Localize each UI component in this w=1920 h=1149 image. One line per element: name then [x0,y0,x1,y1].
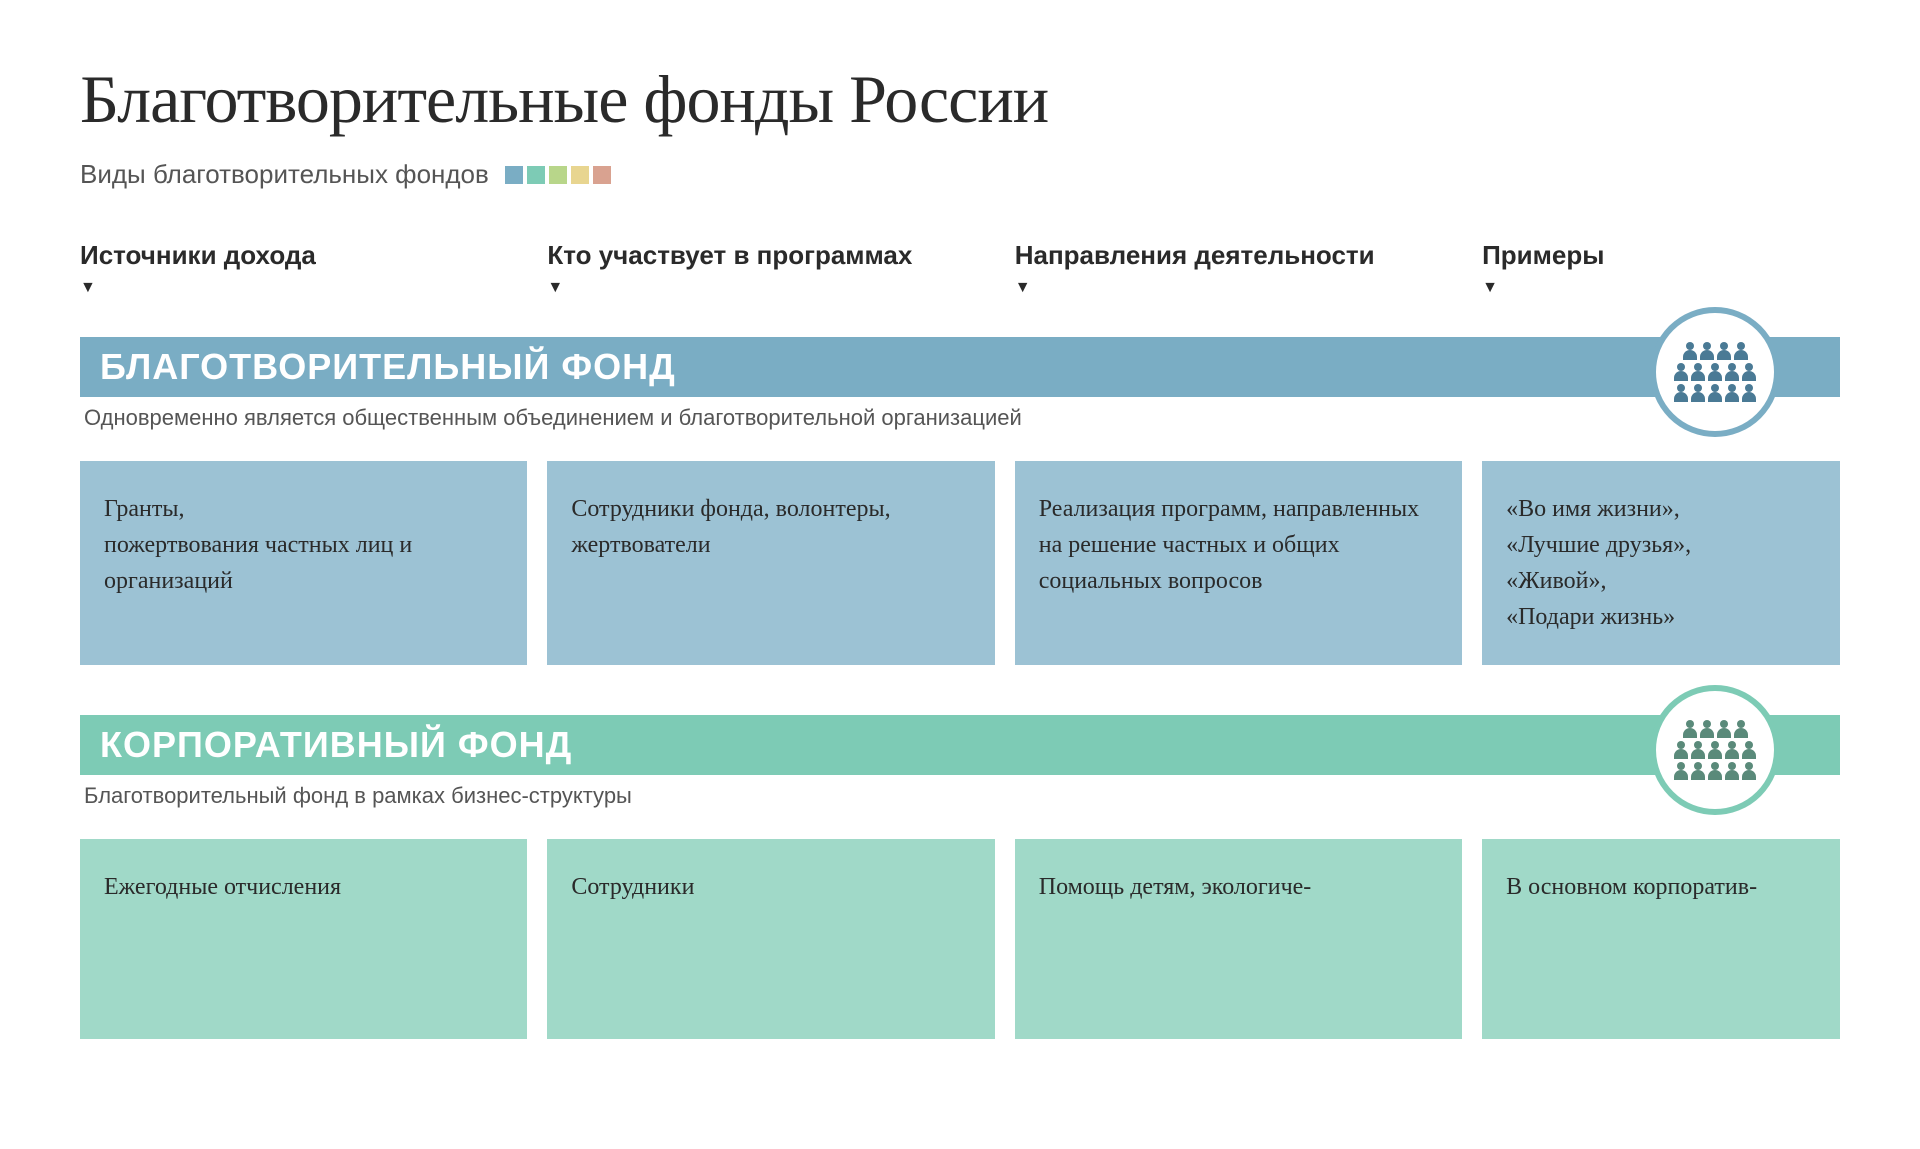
person-icon [1708,741,1722,759]
person-icon [1708,762,1722,780]
legend-square [505,166,523,184]
section-banner: БЛАГОТВОРИТЕЛЬНЫЙ ФОНД [80,337,1840,397]
people-icon-circle [1650,685,1780,815]
person-icon [1691,363,1705,381]
person-icon [1674,384,1688,402]
info-card: «Во имя жизни», «Лучшие друзья», «Живой»… [1482,461,1840,665]
person-icon [1708,384,1722,402]
person-icon [1700,342,1714,360]
cards-row: Гранты, пожертвования частных лиц и орга… [80,461,1840,665]
legend-squares [505,166,611,184]
legend-square [593,166,611,184]
info-card: Гранты, пожертвования частных лиц и орга… [80,461,527,665]
person-icon [1717,720,1731,738]
fund-section: КОРПОРАТИВНЫЙ ФОНД Благотворительный фонд… [80,715,1840,1039]
person-icon [1717,342,1731,360]
person-icon [1725,384,1739,402]
person-icon [1708,363,1722,381]
column-header: Примеры [1482,240,1840,297]
legend-square [571,166,589,184]
fund-section: БЛАГОТВОРИТЕЛЬНЫЙ ФОНД Одновременно являе… [80,337,1840,665]
legend-square [549,166,567,184]
page-title: Благотворительные фонды России [80,60,1840,139]
info-card: Сотрудники [547,839,994,1039]
info-card: Помощь детям, экологиче- [1015,839,1462,1039]
person-icon [1674,762,1688,780]
column-header: Источники дохода [80,240,527,297]
people-icon [1674,342,1756,402]
section-title: КОРПОРАТИВНЫЙ ФОНД [100,724,572,766]
person-icon [1742,762,1756,780]
person-icon [1725,363,1739,381]
person-icon [1691,762,1705,780]
info-card: Ежегодные отчисления [80,839,527,1039]
person-icon [1742,384,1756,402]
person-icon [1674,741,1688,759]
person-icon [1691,741,1705,759]
person-icon [1742,363,1756,381]
columns-header: Источники дохода Кто участвует в программ… [80,240,1840,297]
person-icon [1734,720,1748,738]
people-icon [1674,720,1756,780]
people-icon-circle [1650,307,1780,437]
info-card: Реализация программ, направленных на реш… [1015,461,1462,665]
person-icon [1691,384,1705,402]
section-banner: КОРПОРАТИВНЫЙ ФОНД [80,715,1840,775]
cards-row: Ежегодные отчисленияСотрудникиПомощь дет… [80,839,1840,1039]
section-title: БЛАГОТВОРИТЕЛЬНЫЙ ФОНД [100,346,676,388]
info-card: В основном корпоратив- [1482,839,1840,1039]
person-icon [1725,762,1739,780]
column-header: Направления деятельности [1015,240,1462,297]
subtitle-text: Виды благотворительных фондов [80,159,489,190]
person-icon [1734,342,1748,360]
info-card: Сотрудники фонда, волонтеры, жертвовател… [547,461,994,665]
subtitle-row: Виды благотворительных фондов [80,159,1840,190]
section-description: Благотворительный фонд в рамках бизнес-с… [80,783,1840,809]
person-icon [1742,741,1756,759]
person-icon [1725,741,1739,759]
person-icon [1683,342,1697,360]
legend-square [527,166,545,184]
person-icon [1700,720,1714,738]
column-header: Кто участвует в программах [547,240,994,297]
section-description: Одновременно является общественным объед… [80,405,1840,431]
person-icon [1674,363,1688,381]
person-icon [1683,720,1697,738]
